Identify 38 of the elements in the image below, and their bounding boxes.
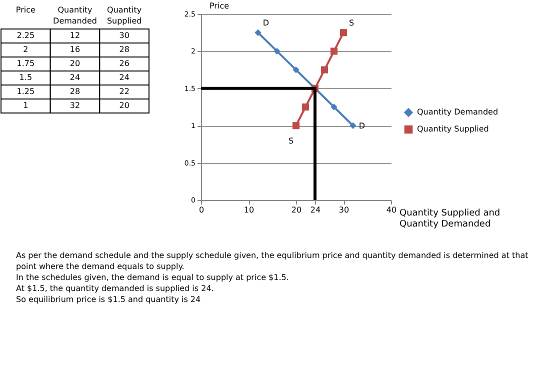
data-label: 24 <box>70 73 80 82</box>
data-label: 22 <box>119 87 130 96</box>
data-label: 2 <box>23 45 28 54</box>
annotation: D <box>262 18 270 28</box>
x-tick-label: Quantity Supplied <box>106 6 142 26</box>
data-label: 1 <box>23 101 28 110</box>
x-tick-label: 0 <box>198 206 204 214</box>
data-label: 24 <box>119 73 130 82</box>
legend-label: Quantity Demanded <box>417 108 498 116</box>
annotation: S <box>288 136 294 146</box>
x-tick-label: Price <box>16 6 36 14</box>
text: In the schedules given, the demand is equal to supply at price $1.5. <box>16 272 290 283</box>
annotation: S <box>348 18 354 28</box>
x-tick-label: 24 <box>310 206 321 214</box>
data-label: 28 <box>119 45 130 54</box>
x-axis-title: Quantity Supplied and Quantity Demanded <box>400 208 500 230</box>
data-label: 28 <box>70 87 80 96</box>
data-label: 2.25 <box>16 31 35 40</box>
x-tick-label: 10 <box>244 206 254 214</box>
annotation: D <box>358 122 366 131</box>
x-tick-label: Quantity Demanded <box>53 6 97 26</box>
text: At $1.5, the quantity demanded is supplied is 24. <box>16 283 215 294</box>
data-label: 1.75 <box>16 59 35 68</box>
x-tick-label: 40 <box>386 206 397 214</box>
data-label: 26 <box>119 59 130 68</box>
data-label: 1.25 <box>16 87 35 96</box>
data-label: 1.5 <box>19 73 32 82</box>
text: As per the demand schedule and the supply schedule given, the equlibrium price and quantity demanded is determined at that point where the demand equals to supply. <box>16 250 530 272</box>
data-label: 30 <box>119 31 130 40</box>
data-label: 32 <box>70 101 80 110</box>
data-label: 20 <box>119 101 130 110</box>
x-tick-label: 30 <box>338 206 350 214</box>
data-label: 20 <box>70 59 80 68</box>
data-label: 16 <box>70 45 80 54</box>
x-tick-label: 20 <box>291 206 302 214</box>
text: So equilibrium price is $1.5 and quantity is 24 <box>16 294 202 305</box>
legend-label: Quantity Supplied <box>417 124 489 134</box>
data-label: 12 <box>70 31 80 40</box>
